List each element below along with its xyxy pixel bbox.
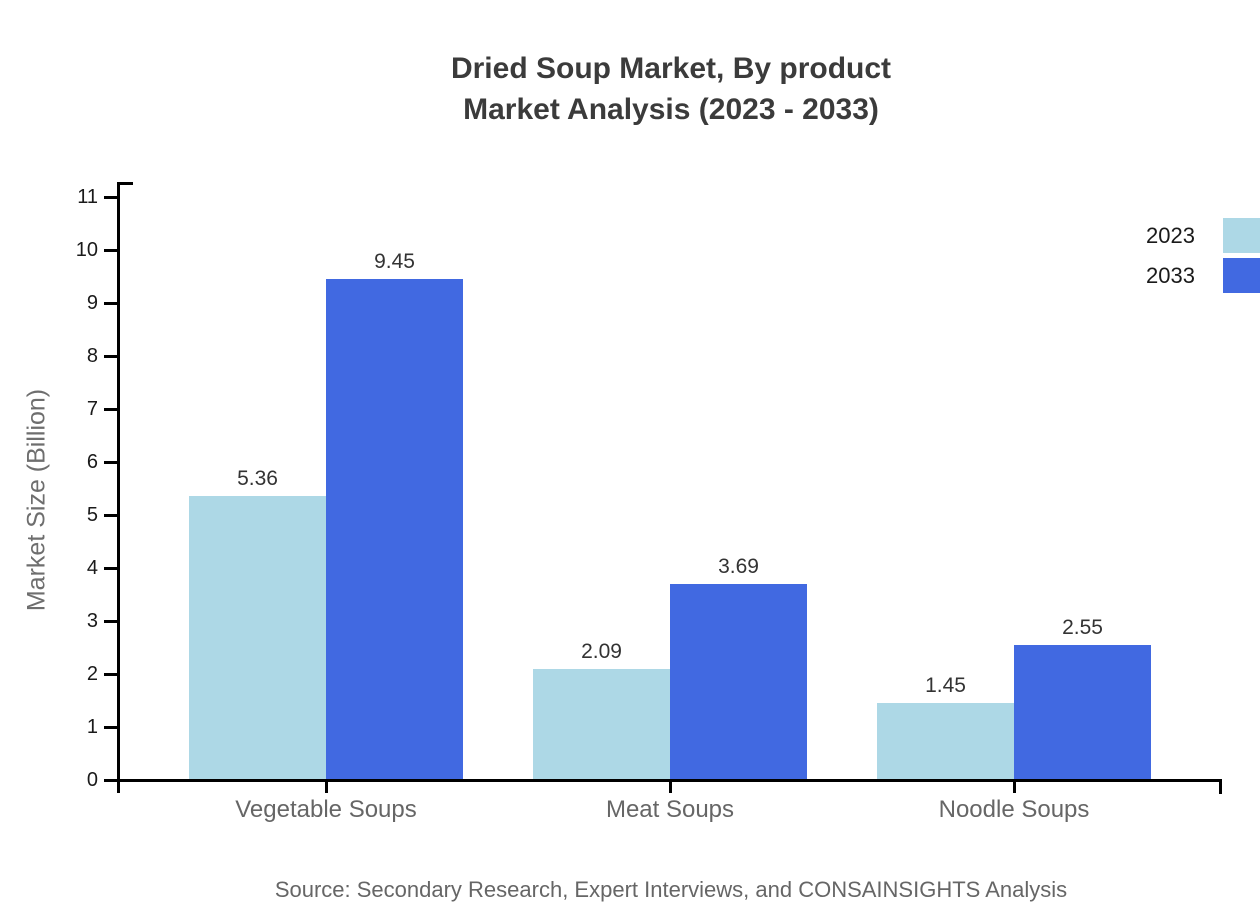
y-tick-mark [104,301,118,305]
y-axis-line [117,182,120,793]
x-category-label: Vegetable Soups [235,796,417,823]
y-tick-mark [104,672,118,676]
y-tick-mark [104,513,118,517]
y-tick-mark [104,407,118,411]
y-tick-label: 3 [86,610,98,632]
y-tick-mark [104,778,118,782]
chart-title: Dried Soup Market, By product Market Ana… [120,48,1222,130]
y-tick-mark [104,566,118,570]
legend-item-2033: 2033 [1146,258,1260,293]
bar-value-label: 2.09 [581,640,622,664]
bar-2023-noodle-soups [877,703,1014,780]
y-axis-top-cap [117,182,133,185]
y-tick-mark [104,725,118,729]
y-tick-label: 6 [86,451,98,473]
legend-label: 2033 [1146,262,1195,288]
legend-label: 2023 [1146,222,1195,248]
source-note: Source: Secondary Research, Expert Inter… [274,877,1068,902]
chart-title-line1: Dried Soup Market, By product [450,52,892,85]
x-category-label: Noodle Soups [938,796,1090,823]
bar-value-label: 1.45 [925,674,966,698]
legend-swatch [1223,258,1260,293]
bar-value-label: 2.55 [1062,615,1103,639]
y-tick-label: 2 [86,663,98,685]
y-tick-mark [104,195,118,199]
y-tick-mark [104,354,118,358]
y-tick-label: 1 [86,716,98,738]
y-tick-label: 5 [86,504,98,526]
bar-2033-meat-soups [670,584,807,780]
bar-value-label: 3.69 [718,555,759,579]
y-tick-label: 10 [75,239,98,261]
chart-title-line2: Market Analysis (2023 - 2033) [463,93,879,126]
y-tick-label: 7 [86,398,98,420]
bar-value-label: 5.36 [237,466,278,490]
y-tick-label: 11 [77,186,98,208]
legend-swatch [1223,218,1260,253]
y-tick-label: 4 [86,557,98,579]
y-tick-mark [104,248,118,252]
x-tick-mark [324,780,328,793]
x-tick-mark [668,780,672,793]
x-category-label: Meat Soups [605,796,735,823]
y-tick-label: 8 [86,345,98,367]
y-tick-label: 9 [86,292,98,314]
bar-2033-vegetable-soups [326,279,463,780]
bar-2033-noodle-soups [1014,644,1151,780]
bar-value-label: 9.45 [374,250,415,274]
bar-2023-meat-soups [533,669,670,780]
bar-2023-vegetable-soups [189,495,326,780]
legend-item-2023: 2023 [1146,218,1260,253]
x-tick-mark [1012,780,1016,793]
y-tick-mark [104,460,118,464]
y-tick-mark [104,619,118,623]
x-axis-end-cap [1219,779,1222,794]
y-tick-label: 0 [86,769,98,791]
legend: 2023 2033 [1146,218,1260,293]
